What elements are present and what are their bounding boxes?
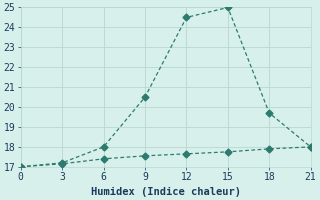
X-axis label: Humidex (Indice chaleur): Humidex (Indice chaleur) — [91, 186, 241, 197]
